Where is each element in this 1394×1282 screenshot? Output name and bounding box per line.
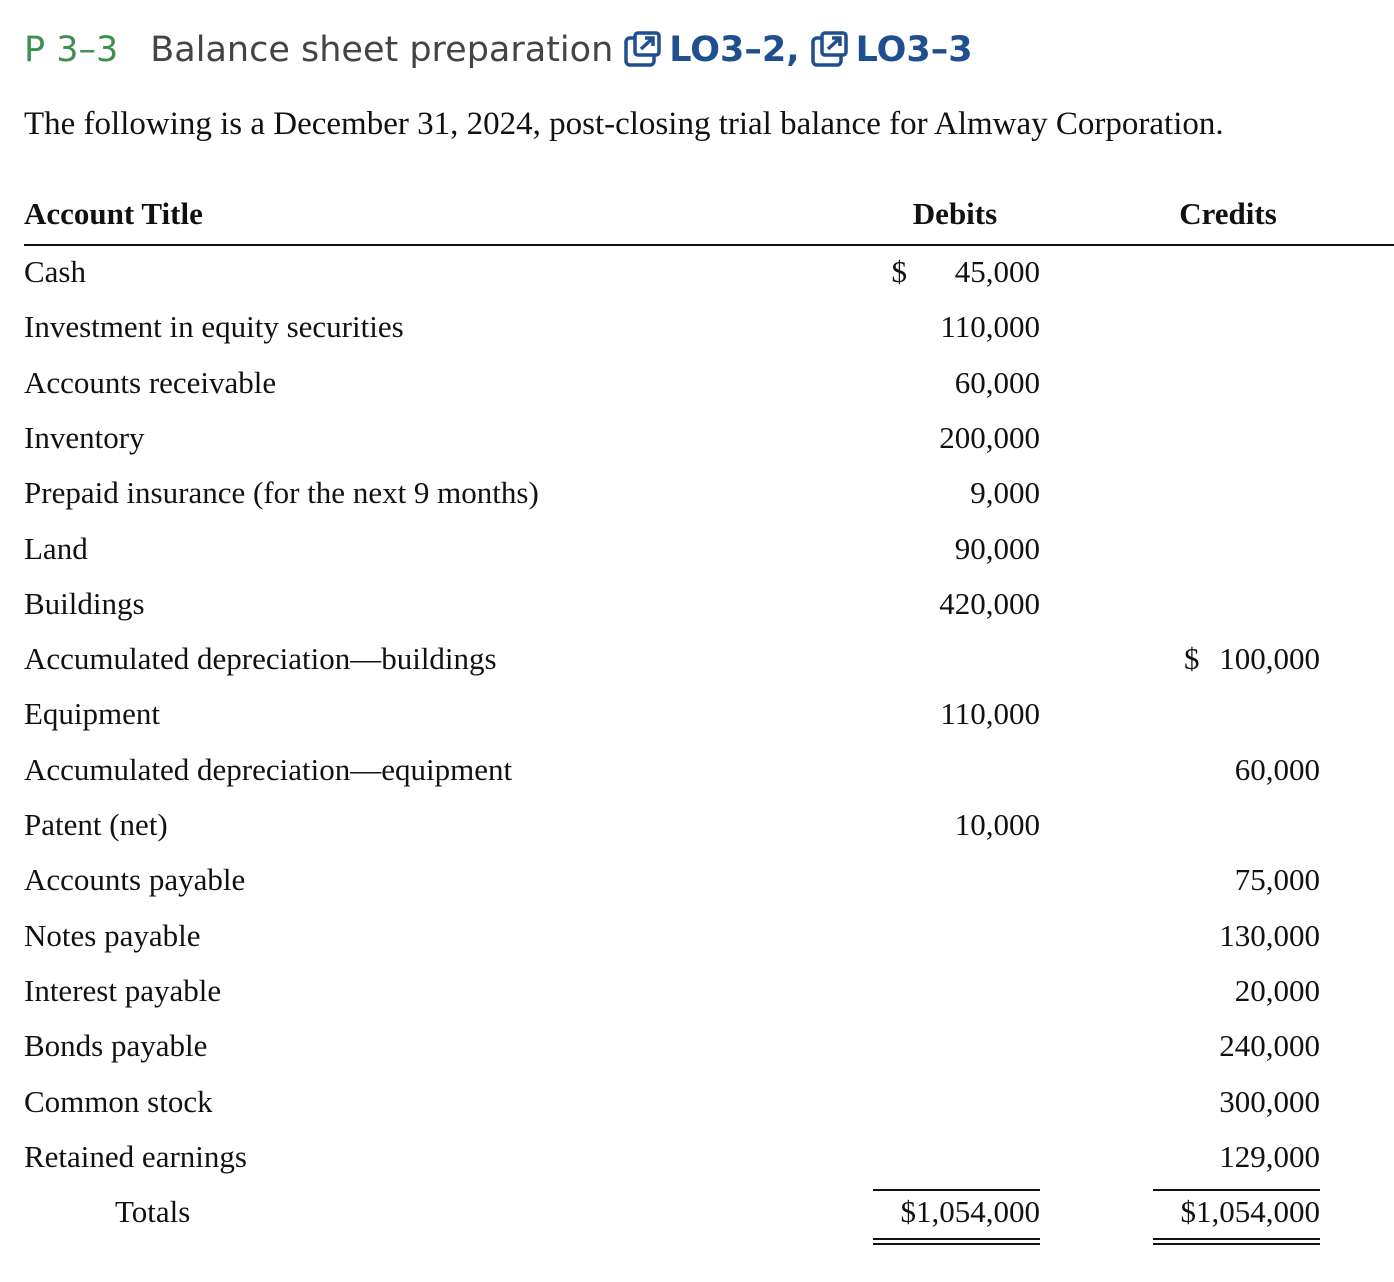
debit-amount: 420,000 (939, 585, 1040, 621)
column-header: Debits (912, 196, 998, 231)
total-rule (873, 1189, 1040, 1192)
link-text[interactable]: LO3–3 (855, 30, 973, 70)
lo-link[interactable]: LO3–2, (623, 30, 800, 70)
credit-amount: 240,000 (1219, 1028, 1320, 1064)
debit-amount: 110,000 (940, 309, 1040, 345)
debit-amount: 110,000 (940, 696, 1040, 732)
credit-amount: 60,000 (1234, 751, 1320, 787)
totals-debit: $1,054,000 (900, 1194, 1041, 1230)
credit-amount: $ 100,000 (1184, 641, 1320, 677)
account-title: Notes payable (24, 917, 201, 953)
account-title: Accumulated depreciation—buildings (24, 641, 497, 677)
credit-amount: 300,000 (1219, 1083, 1320, 1119)
double-rule (873, 1243, 1040, 1246)
intro: The following is a December 31, 2024, po… (24, 106, 1224, 142)
account-title: Interest payable (24, 972, 222, 1008)
credit-amount: 129,000 (1219, 1138, 1320, 1174)
debit-amount: 60,000 (954, 364, 1040, 400)
account-title: Accumulated depreciation—equipment (24, 751, 513, 787)
double-rule (1153, 1238, 1320, 1241)
link-icon (624, 31, 661, 67)
account-title: Accounts payable (24, 862, 246, 898)
account-title: Patent (net) (24, 807, 168, 842)
account-title: Buildings (24, 585, 145, 621)
debit-amount: 10,000 (954, 807, 1040, 842)
account-title: Accounts receivable (24, 364, 277, 400)
account-title: Bonds payable (24, 1028, 208, 1064)
lo-link[interactable]: LO3–3 (810, 30, 973, 70)
account-title: Retained earnings (24, 1138, 247, 1174)
account-title: Common stock (24, 1083, 213, 1119)
debit-amount: 9,000 (970, 475, 1040, 511)
account-title: Equipment (24, 696, 161, 732)
credit-amount: 20,000 (1234, 972, 1320, 1008)
column-header: Account Title (24, 196, 203, 231)
double-rule (873, 1238, 1040, 1241)
totals-credit: $1,054,000 (1180, 1194, 1321, 1230)
debit-amount: 90,000 (954, 530, 1040, 566)
totals-label: Totals (115, 1194, 191, 1230)
account-title: Land (24, 530, 88, 566)
credit-amount: 75,000 (1234, 862, 1320, 898)
account-title: Prepaid insurance (for the next 9 months… (24, 475, 539, 511)
problem-number: P 3–3 (24, 30, 119, 70)
header-rule (24, 244, 1394, 246)
problem-title: Balance sheet preparation (150, 30, 614, 70)
link-text[interactable]: LO3–2, (669, 30, 800, 70)
link-icon (810, 31, 848, 67)
total-rule (1153, 1189, 1320, 1192)
header: P 3–3 Balance sheet preparation LO3–2, L… (24, 30, 983, 70)
credit-amount: 130,000 (1219, 917, 1320, 953)
debit-amount: 200,000 (939, 419, 1040, 455)
account-title: Investment in equity securities (24, 309, 404, 345)
account-title: Cash (24, 254, 86, 289)
debit-amount: $ 45,000 (891, 254, 1041, 289)
column-header: Credits (1179, 196, 1277, 231)
account-title: Inventory (24, 419, 145, 455)
double-rule (1153, 1243, 1320, 1246)
